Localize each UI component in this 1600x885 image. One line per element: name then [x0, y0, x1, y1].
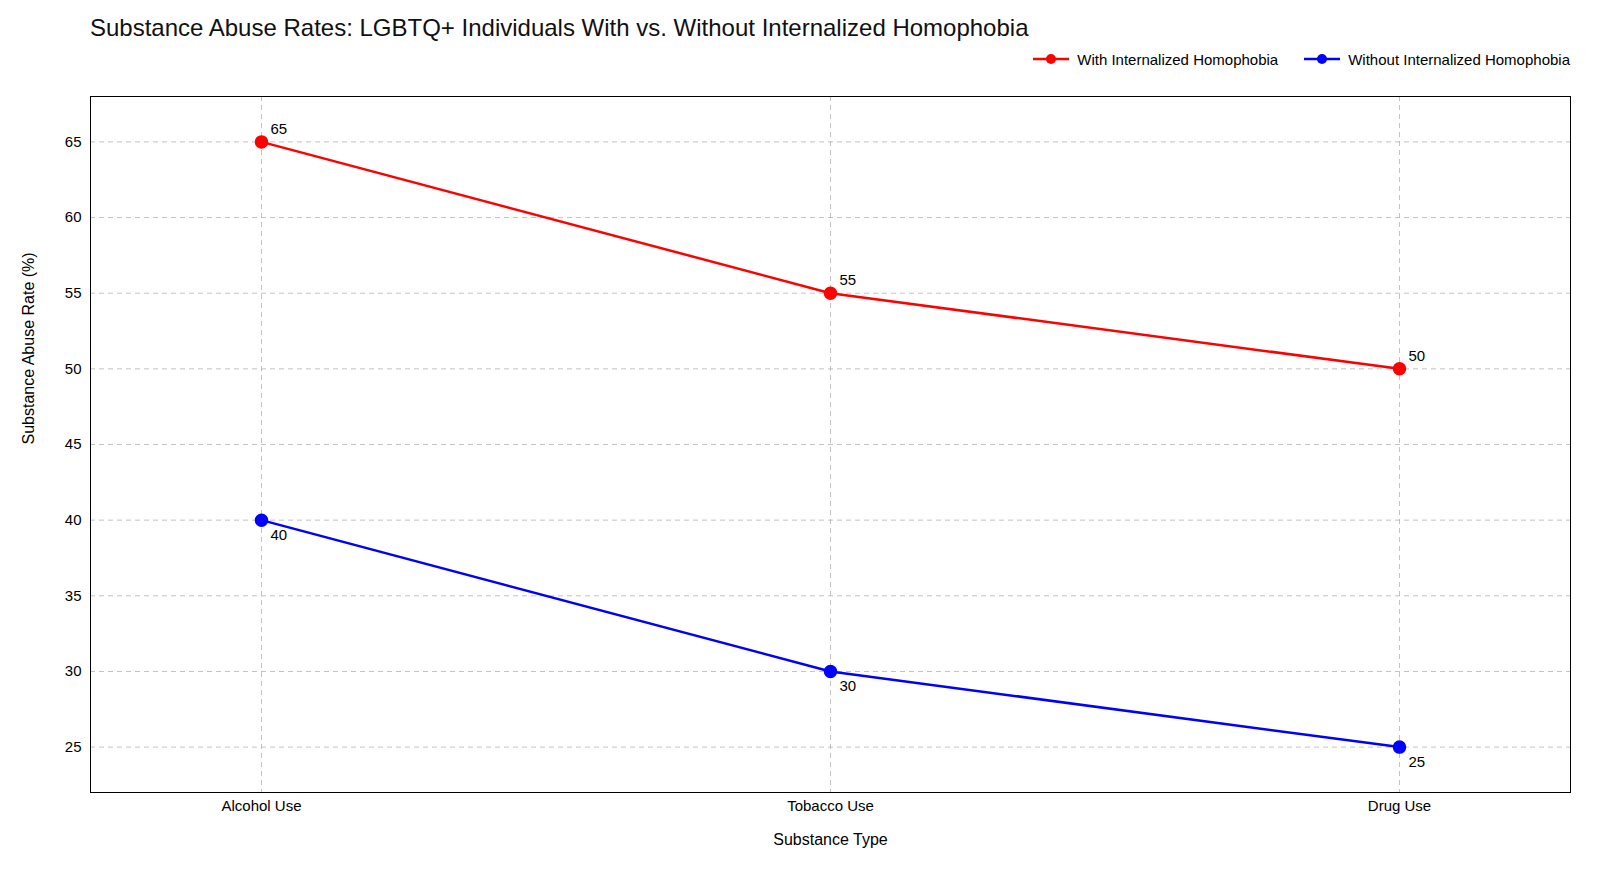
- svg-text:35: 35: [65, 587, 82, 604]
- svg-text:40: 40: [65, 511, 82, 528]
- svg-text:40: 40: [271, 526, 288, 543]
- svg-text:25: 25: [1409, 753, 1426, 770]
- svg-text:60: 60: [65, 208, 82, 225]
- svg-text:Tobacco Use: Tobacco Use: [787, 797, 874, 814]
- svg-text:30: 30: [840, 677, 857, 694]
- svg-text:65: 65: [271, 120, 288, 137]
- svg-text:Alcohol Use: Alcohol Use: [221, 797, 301, 814]
- svg-text:30: 30: [65, 662, 82, 679]
- html-text:Substance Abuse Rates: LGBTQ+: Substance Abuse Rates: LGBTQ+ Individual…: [90, 14, 1029, 41]
- svg-text:65: 65: [65, 133, 82, 150]
- svg-text:Drug Use: Drug Use: [1368, 797, 1431, 814]
- svg-text:55: 55: [840, 271, 857, 288]
- html-text:With Internalized Homophobia: With Internalized Homophobia: [1077, 50, 1279, 68]
- svg-text:Substance Abuse Rate (%): Substance Abuse Rate (%): [20, 252, 37, 444]
- svg-text:50: 50: [1409, 347, 1426, 364]
- svg-text:50: 50: [65, 360, 82, 377]
- svg-text:55: 55: [65, 284, 82, 301]
- html-text:Without Internalized Homophobi: Without Internalized Homophobia: [1348, 50, 1570, 68]
- svg-text:Substance Type: Substance Type: [773, 831, 888, 848]
- svg-text:25: 25: [65, 738, 82, 755]
- svg-text:45: 45: [65, 435, 82, 452]
